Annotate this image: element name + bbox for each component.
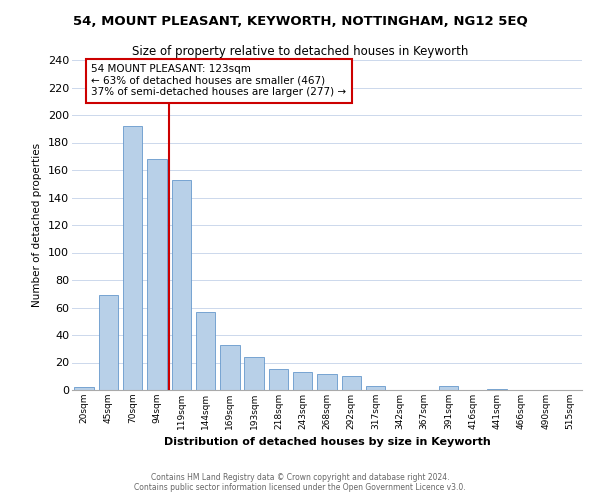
Text: Size of property relative to detached houses in Keyworth: Size of property relative to detached ho… xyxy=(132,45,468,58)
Bar xyxy=(244,357,264,390)
Bar xyxy=(293,372,313,390)
Bar xyxy=(220,344,239,390)
Bar xyxy=(366,386,385,390)
Text: 54, MOUNT PLEASANT, KEYWORTH, NOTTINGHAM, NG12 5EQ: 54, MOUNT PLEASANT, KEYWORTH, NOTTINGHAM… xyxy=(73,15,527,28)
X-axis label: Distribution of detached houses by size in Keyworth: Distribution of detached houses by size … xyxy=(164,438,490,448)
Bar xyxy=(269,370,288,390)
Bar xyxy=(439,386,458,390)
Y-axis label: Number of detached properties: Number of detached properties xyxy=(32,143,43,307)
Bar xyxy=(317,374,337,390)
Bar xyxy=(123,126,142,390)
Bar xyxy=(172,180,191,390)
Bar xyxy=(196,312,215,390)
Bar xyxy=(74,387,94,390)
Bar xyxy=(341,376,361,390)
Bar xyxy=(99,295,118,390)
Bar xyxy=(487,388,507,390)
Bar xyxy=(147,159,167,390)
Text: 54 MOUNT PLEASANT: 123sqm
← 63% of detached houses are smaller (467)
37% of semi: 54 MOUNT PLEASANT: 123sqm ← 63% of detac… xyxy=(91,64,347,98)
Text: Contains HM Land Registry data © Crown copyright and database right 2024.
Contai: Contains HM Land Registry data © Crown c… xyxy=(134,473,466,492)
